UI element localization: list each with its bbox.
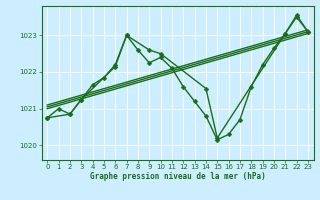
X-axis label: Graphe pression niveau de la mer (hPa): Graphe pression niveau de la mer (hPa) [90, 172, 266, 181]
